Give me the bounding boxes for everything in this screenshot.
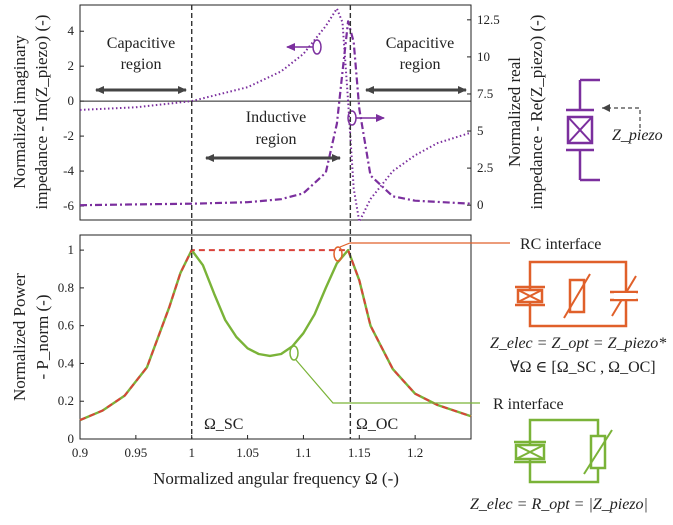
rc-interface-title: RC interface bbox=[520, 236, 601, 253]
top-right-tick-label: 10 bbox=[477, 49, 490, 64]
piezo-symbol bbox=[566, 78, 641, 182]
top-left-tick-label: 0 bbox=[68, 93, 75, 108]
bottom-x-tick-label: 1.15 bbox=[348, 445, 371, 460]
left-axis-pointer bbox=[286, 39, 322, 55]
rc-circuit-gap bbox=[614, 293, 636, 299]
omega-oc-label: Ω_OC bbox=[356, 416, 398, 433]
bottom-y-tick-label: 0 bbox=[68, 431, 75, 446]
top-right-tick-label: 12.5 bbox=[477, 12, 500, 27]
mid-region-text-2: region bbox=[256, 131, 297, 148]
top-right-tick-label: 7.5 bbox=[477, 86, 493, 101]
r-interface-title: R interface bbox=[493, 396, 564, 413]
left-region-text-1: Capacitive bbox=[107, 35, 175, 52]
top-left-ticks: -6 -4 -2 0 2 4 bbox=[63, 23, 84, 213]
z-piezo-label: Z_piezo bbox=[612, 127, 663, 144]
r-circuit bbox=[514, 418, 613, 484]
right-axis-pointer bbox=[347, 110, 385, 126]
bottom-ylabel-line2: - P_norm (-) bbox=[33, 295, 52, 380]
real-impedance-line bbox=[79, 20, 472, 207]
top-right-ylabel-line2: impedance - Re(Z_piezo) (-) bbox=[527, 15, 546, 210]
rc-leader bbox=[333, 242, 510, 262]
bottom-xlabel: Normalized angular frequency Ω (-) bbox=[153, 469, 399, 488]
bottom-ylabel-line1: Normalized Power bbox=[10, 273, 29, 401]
top-right-tick-label: 2.5 bbox=[477, 160, 493, 175]
top-plot-frame bbox=[79, 4, 472, 221]
left-region-text-2: region bbox=[121, 56, 162, 73]
top-series bbox=[79, 7, 472, 223]
rc-equation: Z_elec = Z_opt = Z_piezo* bbox=[490, 335, 666, 352]
bottom-series bbox=[79, 248, 472, 422]
imaginary-impedance-line bbox=[79, 7, 472, 223]
bottom-x-tick-label: 1.05 bbox=[236, 445, 259, 460]
top-right-tick-label: 0 bbox=[477, 197, 484, 212]
bottom-plot-frame bbox=[79, 234, 472, 440]
r-leader bbox=[289, 345, 480, 404]
bottom-y-tick-label: 0.8 bbox=[58, 280, 74, 295]
bottom-x-tick-label: 1.1 bbox=[295, 445, 311, 460]
r-interface-power-line bbox=[79, 248, 472, 422]
top-left-ylabel-line1: Normalized imaginary bbox=[10, 35, 29, 189]
bottom-x-tick-label: 0.95 bbox=[124, 445, 147, 460]
top-left-tick-label: 2 bbox=[68, 58, 75, 73]
right-region-text-2: region bbox=[400, 56, 441, 73]
bottom-x-tick-label: 1 bbox=[188, 445, 195, 460]
rc-range: ∀Ω ∈ [Ω_SC , Ω_OC] bbox=[510, 359, 656, 376]
bottom-y-tick-label: 0.6 bbox=[58, 318, 75, 333]
bottom-y-tick-label: 0.2 bbox=[58, 393, 74, 408]
top-right-tick-label: 5 bbox=[477, 123, 484, 138]
top-panel: -6 -4 -2 0 2 4 0 2.5 5 7.5 10 12.5 Capacitive regi… bbox=[10, 4, 546, 223]
top-left-tick-label: 4 bbox=[68, 23, 75, 38]
bottom-panel: 0 0.2 0.4 0.6 0.8 1 0.9 0.95 1 1.05 1.1 1.15 1.2 Nor… bbox=[10, 234, 510, 488]
rc-interface-power-line bbox=[79, 249, 472, 422]
mid-region-text-1: Inductive bbox=[246, 109, 306, 126]
bottom-y-tick-label: 0.4 bbox=[58, 355, 75, 370]
bottom-x-tick-label: 1.2 bbox=[407, 445, 423, 460]
top-right-ticks: 0 2.5 5 7.5 10 12.5 bbox=[467, 12, 500, 212]
top-right-ylabel-line1: Normalized real bbox=[505, 57, 524, 167]
top-left-ylabel-line2: impedance - Im(Z_piezo) (-) bbox=[32, 15, 51, 210]
top-left-tick-label: -6 bbox=[63, 198, 74, 213]
bottom-x-tick-label: 0.9 bbox=[72, 445, 88, 460]
r-equation: Z_elec = R_opt = |Z_piezo| bbox=[470, 496, 648, 513]
right-region-text-1: Capacitive bbox=[386, 35, 454, 52]
bottom-ticks: 0 0.2 0.4 0.6 0.8 1 0.9 0.95 1 1.05 1.1 1.15 1.2 bbox=[58, 242, 424, 460]
omega-sc-label: Ω_SC bbox=[204, 416, 243, 433]
top-left-tick-label: -4 bbox=[63, 163, 74, 178]
bottom-y-tick-label: 1 bbox=[68, 242, 75, 257]
top-left-tick-label: -2 bbox=[63, 128, 74, 143]
